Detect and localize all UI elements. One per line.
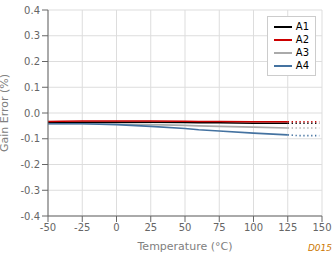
svg-text:100: 100 bbox=[244, 222, 263, 233]
svg-text:150: 150 bbox=[312, 222, 328, 233]
svg-text:0.3: 0.3 bbox=[24, 30, 40, 41]
svg-text:25: 25 bbox=[144, 222, 157, 233]
svg-text:-0.1: -0.1 bbox=[20, 133, 40, 144]
svg-text:-0.4: -0.4 bbox=[20, 211, 40, 222]
svg-text:50: 50 bbox=[179, 222, 192, 233]
svg-text:-0.2: -0.2 bbox=[20, 159, 40, 170]
html-text:A1: A1 bbox=[295, 21, 309, 32]
svg-text:Gain Error (%): Gain Error (%) bbox=[8, 74, 11, 152]
html-text:A2: A2 bbox=[295, 34, 309, 45]
svg-text:0.0: 0.0 bbox=[24, 108, 40, 119]
svg-text:-0.3: -0.3 bbox=[20, 185, 40, 196]
html-text:A4: A4 bbox=[295, 60, 309, 71]
svg-text:75: 75 bbox=[213, 222, 226, 233]
svg-text:125: 125 bbox=[278, 222, 297, 233]
svg-text:-50: -50 bbox=[40, 222, 56, 233]
svg-text:0: 0 bbox=[113, 222, 119, 233]
svg-text:0.4: 0.4 bbox=[24, 5, 40, 16]
html-text:D015: D015 bbox=[307, 243, 332, 253]
svg-text:-25: -25 bbox=[74, 222, 90, 233]
svg-text:0.2: 0.2 bbox=[24, 56, 40, 67]
svg-text:Temperature (°C): Temperature (°C) bbox=[137, 240, 233, 253]
svg-text:0.1: 0.1 bbox=[24, 82, 40, 93]
html-text:A3: A3 bbox=[295, 47, 309, 58]
